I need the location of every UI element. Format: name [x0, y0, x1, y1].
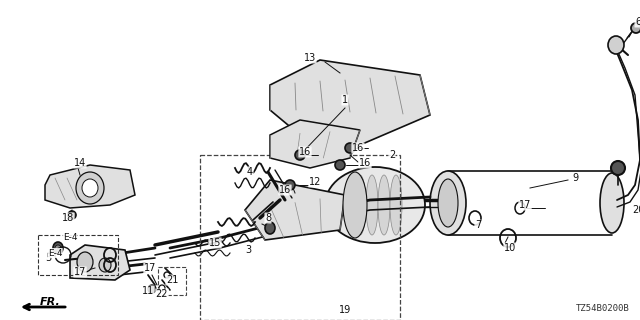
Ellipse shape — [343, 172, 367, 238]
Ellipse shape — [148, 285, 156, 293]
Ellipse shape — [68, 211, 76, 219]
Polygon shape — [70, 245, 130, 280]
Bar — [200, 155, 400, 320]
Text: 21: 21 — [166, 275, 178, 285]
Ellipse shape — [366, 175, 378, 235]
Text: 17: 17 — [144, 263, 156, 273]
Ellipse shape — [631, 23, 640, 33]
Text: E-4: E-4 — [63, 234, 77, 243]
Ellipse shape — [285, 180, 295, 190]
Ellipse shape — [378, 175, 390, 235]
Ellipse shape — [430, 171, 466, 235]
Text: 6: 6 — [635, 17, 640, 27]
Ellipse shape — [608, 36, 624, 54]
Text: 10: 10 — [504, 243, 516, 253]
Text: 11: 11 — [142, 286, 154, 296]
Polygon shape — [270, 60, 430, 145]
Text: 9: 9 — [572, 173, 578, 183]
Ellipse shape — [335, 160, 345, 170]
Text: FR.: FR. — [40, 297, 60, 307]
Polygon shape — [270, 120, 360, 168]
Text: 8: 8 — [265, 213, 271, 223]
Text: 7: 7 — [475, 220, 481, 230]
Text: 4: 4 — [247, 167, 253, 177]
Text: 19: 19 — [339, 305, 351, 315]
Text: TZ54B0200B: TZ54B0200B — [576, 304, 630, 313]
Text: 1: 1 — [342, 95, 348, 105]
Text: 20: 20 — [632, 205, 640, 215]
Text: 16: 16 — [299, 147, 311, 157]
Ellipse shape — [438, 179, 458, 227]
Ellipse shape — [55, 245, 61, 251]
Text: 2: 2 — [389, 150, 395, 160]
Text: 16: 16 — [359, 158, 371, 168]
Text: 22: 22 — [156, 289, 168, 299]
Text: 12: 12 — [309, 177, 321, 187]
Text: 13: 13 — [304, 53, 316, 63]
Ellipse shape — [53, 242, 63, 254]
Bar — [158, 267, 186, 295]
Ellipse shape — [325, 167, 425, 243]
Ellipse shape — [77, 252, 93, 272]
Polygon shape — [245, 180, 345, 240]
Ellipse shape — [600, 173, 624, 233]
Text: 14: 14 — [74, 158, 86, 168]
Ellipse shape — [99, 258, 111, 272]
Text: 3: 3 — [245, 245, 251, 255]
Ellipse shape — [76, 172, 104, 204]
Ellipse shape — [354, 175, 366, 235]
Text: E-4: E-4 — [48, 249, 62, 258]
Ellipse shape — [345, 143, 355, 153]
Text: 16: 16 — [352, 143, 364, 153]
Ellipse shape — [82, 179, 98, 197]
Ellipse shape — [265, 222, 275, 234]
Ellipse shape — [611, 161, 625, 175]
Bar — [38, 235, 118, 275]
Text: 16: 16 — [279, 185, 291, 195]
Ellipse shape — [295, 150, 305, 160]
Text: 17: 17 — [74, 267, 86, 277]
Text: 15: 15 — [209, 238, 221, 248]
Ellipse shape — [390, 175, 402, 235]
Text: 17: 17 — [519, 200, 531, 210]
Polygon shape — [45, 165, 135, 208]
Text: 5: 5 — [45, 253, 51, 263]
Text: 18: 18 — [62, 213, 74, 223]
